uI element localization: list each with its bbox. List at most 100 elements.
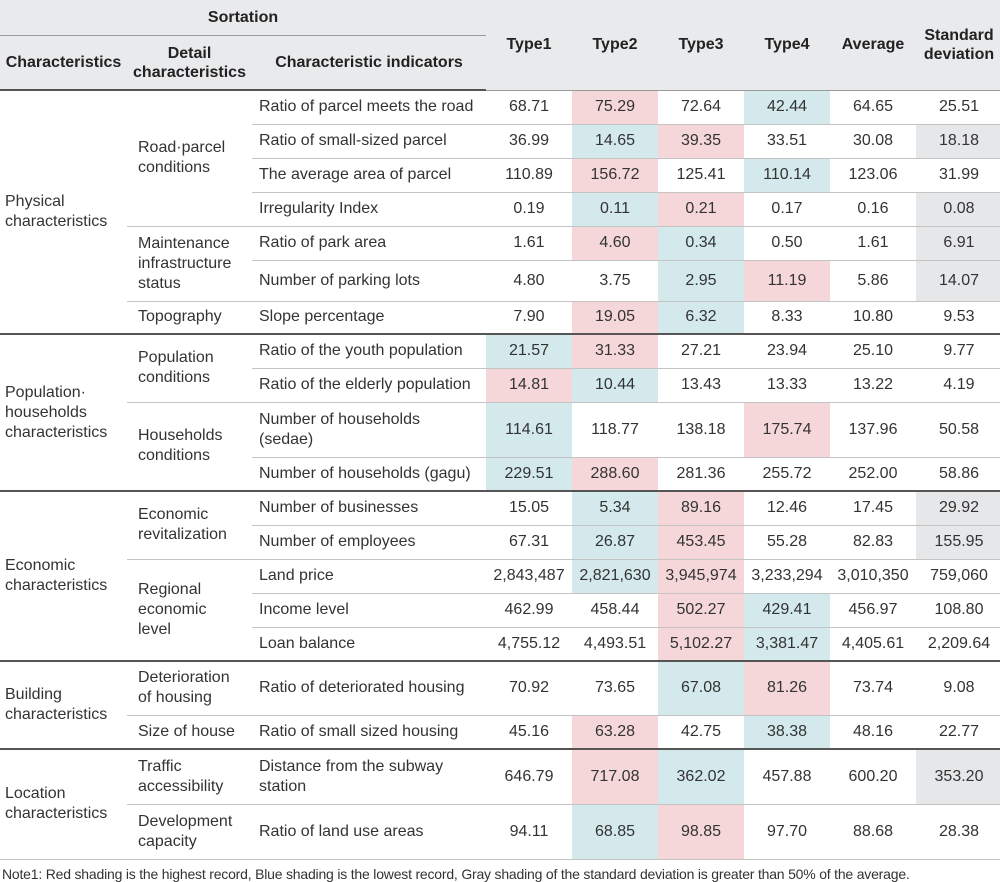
- group-location: Location characteristics: [0, 749, 127, 860]
- detail-road-parcel: Road·parcel conditions: [127, 90, 252, 227]
- indicator-cell: Irregularity Index: [252, 192, 486, 227]
- detail-label-line: infrastructure: [138, 254, 232, 272]
- value-cell: 110.14: [744, 158, 830, 193]
- value-cell: 88.68: [830, 804, 916, 860]
- value-cell: 14.81: [486, 368, 572, 403]
- indicator-cell: Ratio of small-sized parcel: [252, 124, 486, 159]
- value-cell: 28.38: [916, 804, 1000, 860]
- value-cell: 82.83: [830, 525, 916, 560]
- value-cell: 45.16: [486, 715, 572, 750]
- indicator-cell: Number of businesses: [252, 491, 486, 526]
- value-cell: 31.99: [916, 158, 1000, 193]
- table-row: Number of households (gagu) 229.51 288.6…: [0, 457, 1000, 492]
- indicator-cell: Income level: [252, 593, 486, 628]
- group-label-line: characteristics: [5, 706, 108, 723]
- detail-traffic-accessibility: Traffic accessibility: [127, 749, 252, 805]
- value-cell: 23.94: [744, 334, 830, 369]
- value-cell: 118.77: [572, 402, 658, 458]
- header-standard-deviation: Standard deviation: [916, 0, 1000, 91]
- value-cell: 2,821,630: [572, 559, 658, 594]
- value-cell: 3,945,974: [658, 559, 744, 594]
- table-row: The average area of parcel 110.89 156.72…: [0, 158, 1000, 193]
- value-cell: 1.61: [830, 226, 916, 261]
- detail-label-line: Road·parcel: [138, 139, 226, 157]
- indicator-cell: Number of households (sedae): [252, 402, 486, 458]
- value-cell: 39.35: [658, 124, 744, 159]
- group-label-line: Location: [5, 785, 66, 803]
- indicator-cell: Ratio of small sized housing: [252, 715, 486, 750]
- value-cell: 0.08: [916, 192, 1000, 227]
- table-row: Topography Slope percentage 7.90 19.05 6…: [0, 301, 1000, 335]
- value-cell: 21.57: [486, 334, 572, 369]
- comparison-table: Sortation Type1 Type2 Type3 Type4 Averag…: [0, 0, 1000, 860]
- table-row: Ratio of small-sized parcel 36.99 14.65 …: [0, 124, 1000, 159]
- table-row: Population· households characteristics P…: [0, 334, 1000, 492]
- value-cell: 13.33: [744, 368, 830, 403]
- indicator-cell: Ratio of parcel meets the road: [252, 90, 486, 125]
- value-cell: 5.34: [572, 491, 658, 526]
- table-header: Sortation Type1 Type2 Type3 Type4 Averag…: [0, 0, 1000, 91]
- detail-label-line: of housing: [138, 689, 212, 707]
- value-cell: 362.02: [658, 749, 744, 805]
- value-cell: 0.50: [744, 226, 830, 261]
- value-cell: 14.07: [916, 260, 1000, 302]
- value-cell: 3,233,294: [744, 559, 830, 594]
- value-cell: 9.53: [916, 301, 1000, 335]
- value-cell: 0.17: [744, 192, 830, 227]
- value-cell: 0.16: [830, 192, 916, 227]
- value-cell: 11.19: [744, 260, 830, 302]
- value-cell: 502.27: [658, 593, 744, 628]
- value-cell: 2,209.64: [916, 627, 1000, 662]
- value-cell: 48.16: [830, 715, 916, 750]
- value-cell: 1.61: [486, 226, 572, 261]
- value-cell: 138.18: [658, 402, 744, 458]
- header-detail-line2: characteristics: [133, 63, 246, 81]
- indicator-cell: Ratio of deteriorated housing: [252, 661, 486, 716]
- group-label-line: Physical: [5, 193, 65, 210]
- table-row: Development capacity Ratio of land use a…: [0, 804, 1000, 860]
- table-row: Households conditions Number of househol…: [0, 402, 1000, 492]
- detail-label-line: Maintenance: [138, 234, 230, 252]
- value-cell: 31.33: [572, 334, 658, 369]
- group-physical: Physical characteristics: [0, 90, 127, 335]
- detail-label-line: revitalization: [138, 526, 227, 544]
- indicator-cell: Number of households (gagu): [252, 457, 486, 492]
- detail-label-line: Traffic: [138, 757, 182, 775]
- header-sd-line1: Standard: [924, 26, 994, 44]
- value-cell: 63.28: [572, 715, 658, 750]
- indicator-cell: Distance from the subway station: [252, 749, 486, 805]
- value-cell: 30.08: [830, 124, 916, 159]
- table-footnote: Note1: Red shading is the highest record…: [2, 865, 910, 882]
- header-characteristic-indicators: Characteristic indicators: [252, 35, 486, 91]
- group-label-line: characteristics: [5, 577, 108, 594]
- detail-label-line: Deterioration: [138, 669, 230, 687]
- value-cell: 110.89: [486, 158, 572, 193]
- value-cell: 8.33: [744, 301, 830, 335]
- detail-label-line: conditions: [138, 159, 211, 177]
- header-type3: Type3: [658, 0, 744, 91]
- value-cell: 0.11: [572, 192, 658, 227]
- value-cell: 10.80: [830, 301, 916, 335]
- table-row: Number of employees 67.31 26.87 453.45 5…: [0, 525, 1000, 560]
- value-cell: 42.75: [658, 715, 744, 750]
- value-cell: 0.21: [658, 192, 744, 227]
- indicator-cell: Ratio of the youth population: [252, 334, 486, 369]
- indicator-cell: Ratio of the elderly population: [252, 368, 486, 403]
- value-cell: 12.46: [744, 491, 830, 526]
- value-cell: 4.80: [486, 260, 572, 302]
- value-cell: 5.86: [830, 260, 916, 302]
- value-cell: 4,755.12: [486, 627, 572, 662]
- header-detail-line1: Detail: [167, 44, 212, 62]
- detail-deterioration-of-housing: Deterioration of housing: [127, 661, 252, 716]
- header-type4: Type4: [744, 0, 830, 91]
- value-cell: 4.60: [572, 226, 658, 261]
- table-row: Regional economic level Land price 2,843…: [0, 559, 1000, 662]
- value-cell: 94.11: [486, 804, 572, 860]
- value-cell: 155.95: [916, 525, 1000, 560]
- value-cell: 123.06: [830, 158, 916, 193]
- value-cell: 25.51: [916, 90, 1000, 125]
- value-cell: 646.79: [486, 749, 572, 805]
- indicator-cell: Ratio of land use areas: [252, 804, 486, 860]
- value-cell: 68.85: [572, 804, 658, 860]
- value-cell: 156.72: [572, 158, 658, 193]
